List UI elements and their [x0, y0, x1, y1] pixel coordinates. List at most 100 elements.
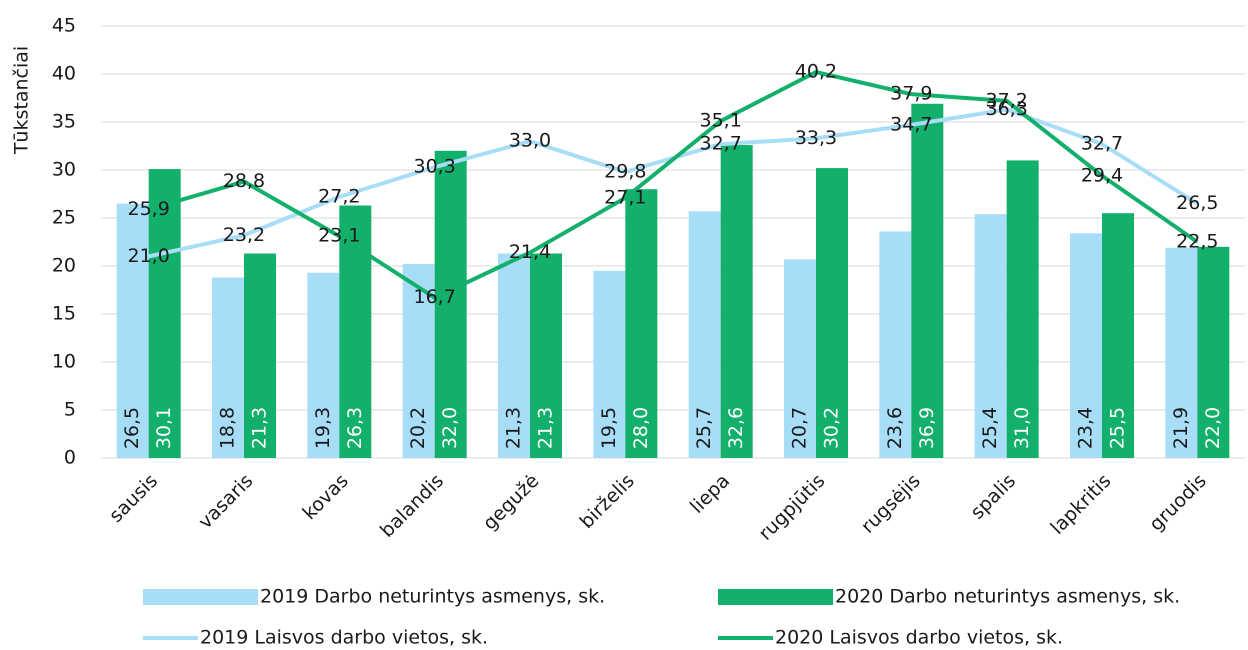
line-value-label: 34,7 [890, 113, 932, 135]
bar [625, 189, 658, 458]
line-series [148, 70, 1199, 300]
bar-value-label: 18,8 [217, 407, 239, 449]
bar-value-label: 22,0 [1202, 407, 1224, 449]
y-tick-label: 0 [64, 447, 76, 469]
bar-value-label: 32,0 [439, 407, 461, 449]
line-value-label: 29,8 [604, 160, 646, 182]
y-tick-label: 5 [64, 399, 76, 421]
bar-value-label: 19,5 [598, 407, 620, 449]
bar-value-label: 36,9 [916, 407, 938, 449]
y-tick-label: 40 [52, 63, 76, 85]
bar [530, 253, 562, 458]
bar [974, 214, 1007, 458]
line-value-label: 27,1 [604, 186, 646, 208]
legend-swatch [718, 589, 833, 605]
bar-value-label: 30,2 [821, 407, 843, 449]
legend-label: 2019 Laisvos darbo vietos, sk. [200, 627, 488, 649]
line-value-label: 32,7 [700, 133, 742, 155]
bar [784, 259, 816, 458]
line-value-label: 29,4 [1081, 164, 1123, 186]
bar [148, 169, 181, 459]
line-value-label: 21,4 [509, 241, 551, 263]
line-value-label: 37,2 [986, 89, 1028, 111]
bar-value-label: 20,7 [789, 407, 811, 449]
bar-value-label: 28,0 [630, 407, 652, 449]
line-value-label: 40,2 [795, 61, 837, 83]
bar-value-label: 25,4 [979, 407, 1001, 449]
x-tick-label: rugsėjis [857, 470, 925, 538]
y-tick-label: 20 [52, 255, 76, 277]
bar-value-label: 20,2 [407, 407, 429, 449]
bar [1165, 247, 1198, 458]
bar-value-label: 26,5 [121, 407, 143, 449]
bar-value-label: 32,6 [725, 407, 747, 449]
line-value-label: 35,1 [700, 110, 742, 132]
bar [911, 103, 944, 458]
legend-label: 2019 Darbo neturintys asmenys, sk. [260, 586, 605, 608]
line-value-label: 26,5 [1176, 192, 1218, 214]
line-value-label: 22,5 [1176, 231, 1218, 253]
x-tick-label: liepa [686, 470, 734, 518]
line-value-label: 32,7 [1081, 133, 1123, 155]
line-value-label: 21,0 [128, 245, 170, 267]
bar-value-label: 21,3 [249, 407, 271, 449]
bar [1102, 213, 1134, 458]
line-value-label: 25,9 [128, 198, 170, 220]
bar [244, 253, 276, 458]
bar [816, 168, 848, 458]
bar [1070, 233, 1102, 458]
y-tick-label: 30 [52, 159, 76, 181]
line-value-label: 33,0 [509, 130, 551, 152]
legend-swatch [143, 589, 258, 605]
bar [688, 211, 721, 458]
x-tick-label: sausis [105, 470, 162, 527]
x-tick-label: gegužė [479, 470, 544, 535]
x-tick-label: spalis [966, 470, 1020, 524]
legend-label: 2020 Darbo neturintys asmenys, sk. [835, 586, 1180, 608]
x-tick-label: balandis [376, 470, 448, 542]
line-value-label: 36,3 [986, 98, 1028, 120]
x-tick-label: rugpjūtis [755, 470, 830, 545]
bar-value-label: 23,6 [884, 407, 906, 449]
line-value-label: 16,7 [414, 286, 456, 308]
y-tick-label: 45 [52, 15, 76, 37]
bar-value-label: 21,9 [1170, 407, 1192, 449]
bar [307, 272, 340, 458]
x-tick-label: gruodis [1145, 470, 1211, 536]
line-value-label: 37,9 [890, 83, 932, 105]
x-tick-label: lapkritis [1046, 470, 1115, 539]
y-tick-label: 10 [52, 351, 76, 373]
line-value-label: 27,2 [318, 185, 360, 207]
bar [116, 203, 149, 458]
line-value-label: 28,8 [223, 170, 265, 192]
line-value-label: 23,1 [318, 225, 360, 247]
y-tick-label: 25 [52, 207, 76, 229]
bar-value-label: 26,3 [344, 407, 366, 449]
bar-value-label: 19,3 [312, 407, 334, 449]
line-value-label: 30,3 [414, 156, 456, 178]
x-tick-label: kovas [298, 470, 352, 524]
bar-value-label: 31,0 [1011, 407, 1033, 449]
bar-value-label: 30,1 [153, 407, 175, 449]
x-tick-label: vasaris [194, 470, 257, 533]
bar-value-label: 25,5 [1107, 407, 1129, 449]
bar [593, 270, 626, 458]
bar-value-label: 25,7 [693, 407, 715, 449]
y-axis-label: Tūkstančiai [11, 46, 33, 155]
bar [879, 231, 912, 458]
line-value-label: 33,3 [795, 127, 837, 149]
bar-value-label: 21,3 [535, 407, 557, 449]
legend-label: 2020 Laisvos darbo vietos, sk. [775, 627, 1063, 649]
bar [1006, 160, 1039, 458]
x-tick-label: birželis [576, 470, 639, 533]
bar [1197, 246, 1230, 458]
bar [498, 253, 530, 458]
line-series [148, 107, 1199, 259]
line-value-label: 23,2 [223, 224, 265, 246]
bar-value-label: 23,4 [1075, 407, 1097, 449]
bar-value-label: 21,3 [503, 407, 525, 449]
y-tick-label: 15 [52, 303, 76, 325]
bar [434, 150, 467, 459]
y-tick-label: 35 [52, 111, 76, 133]
